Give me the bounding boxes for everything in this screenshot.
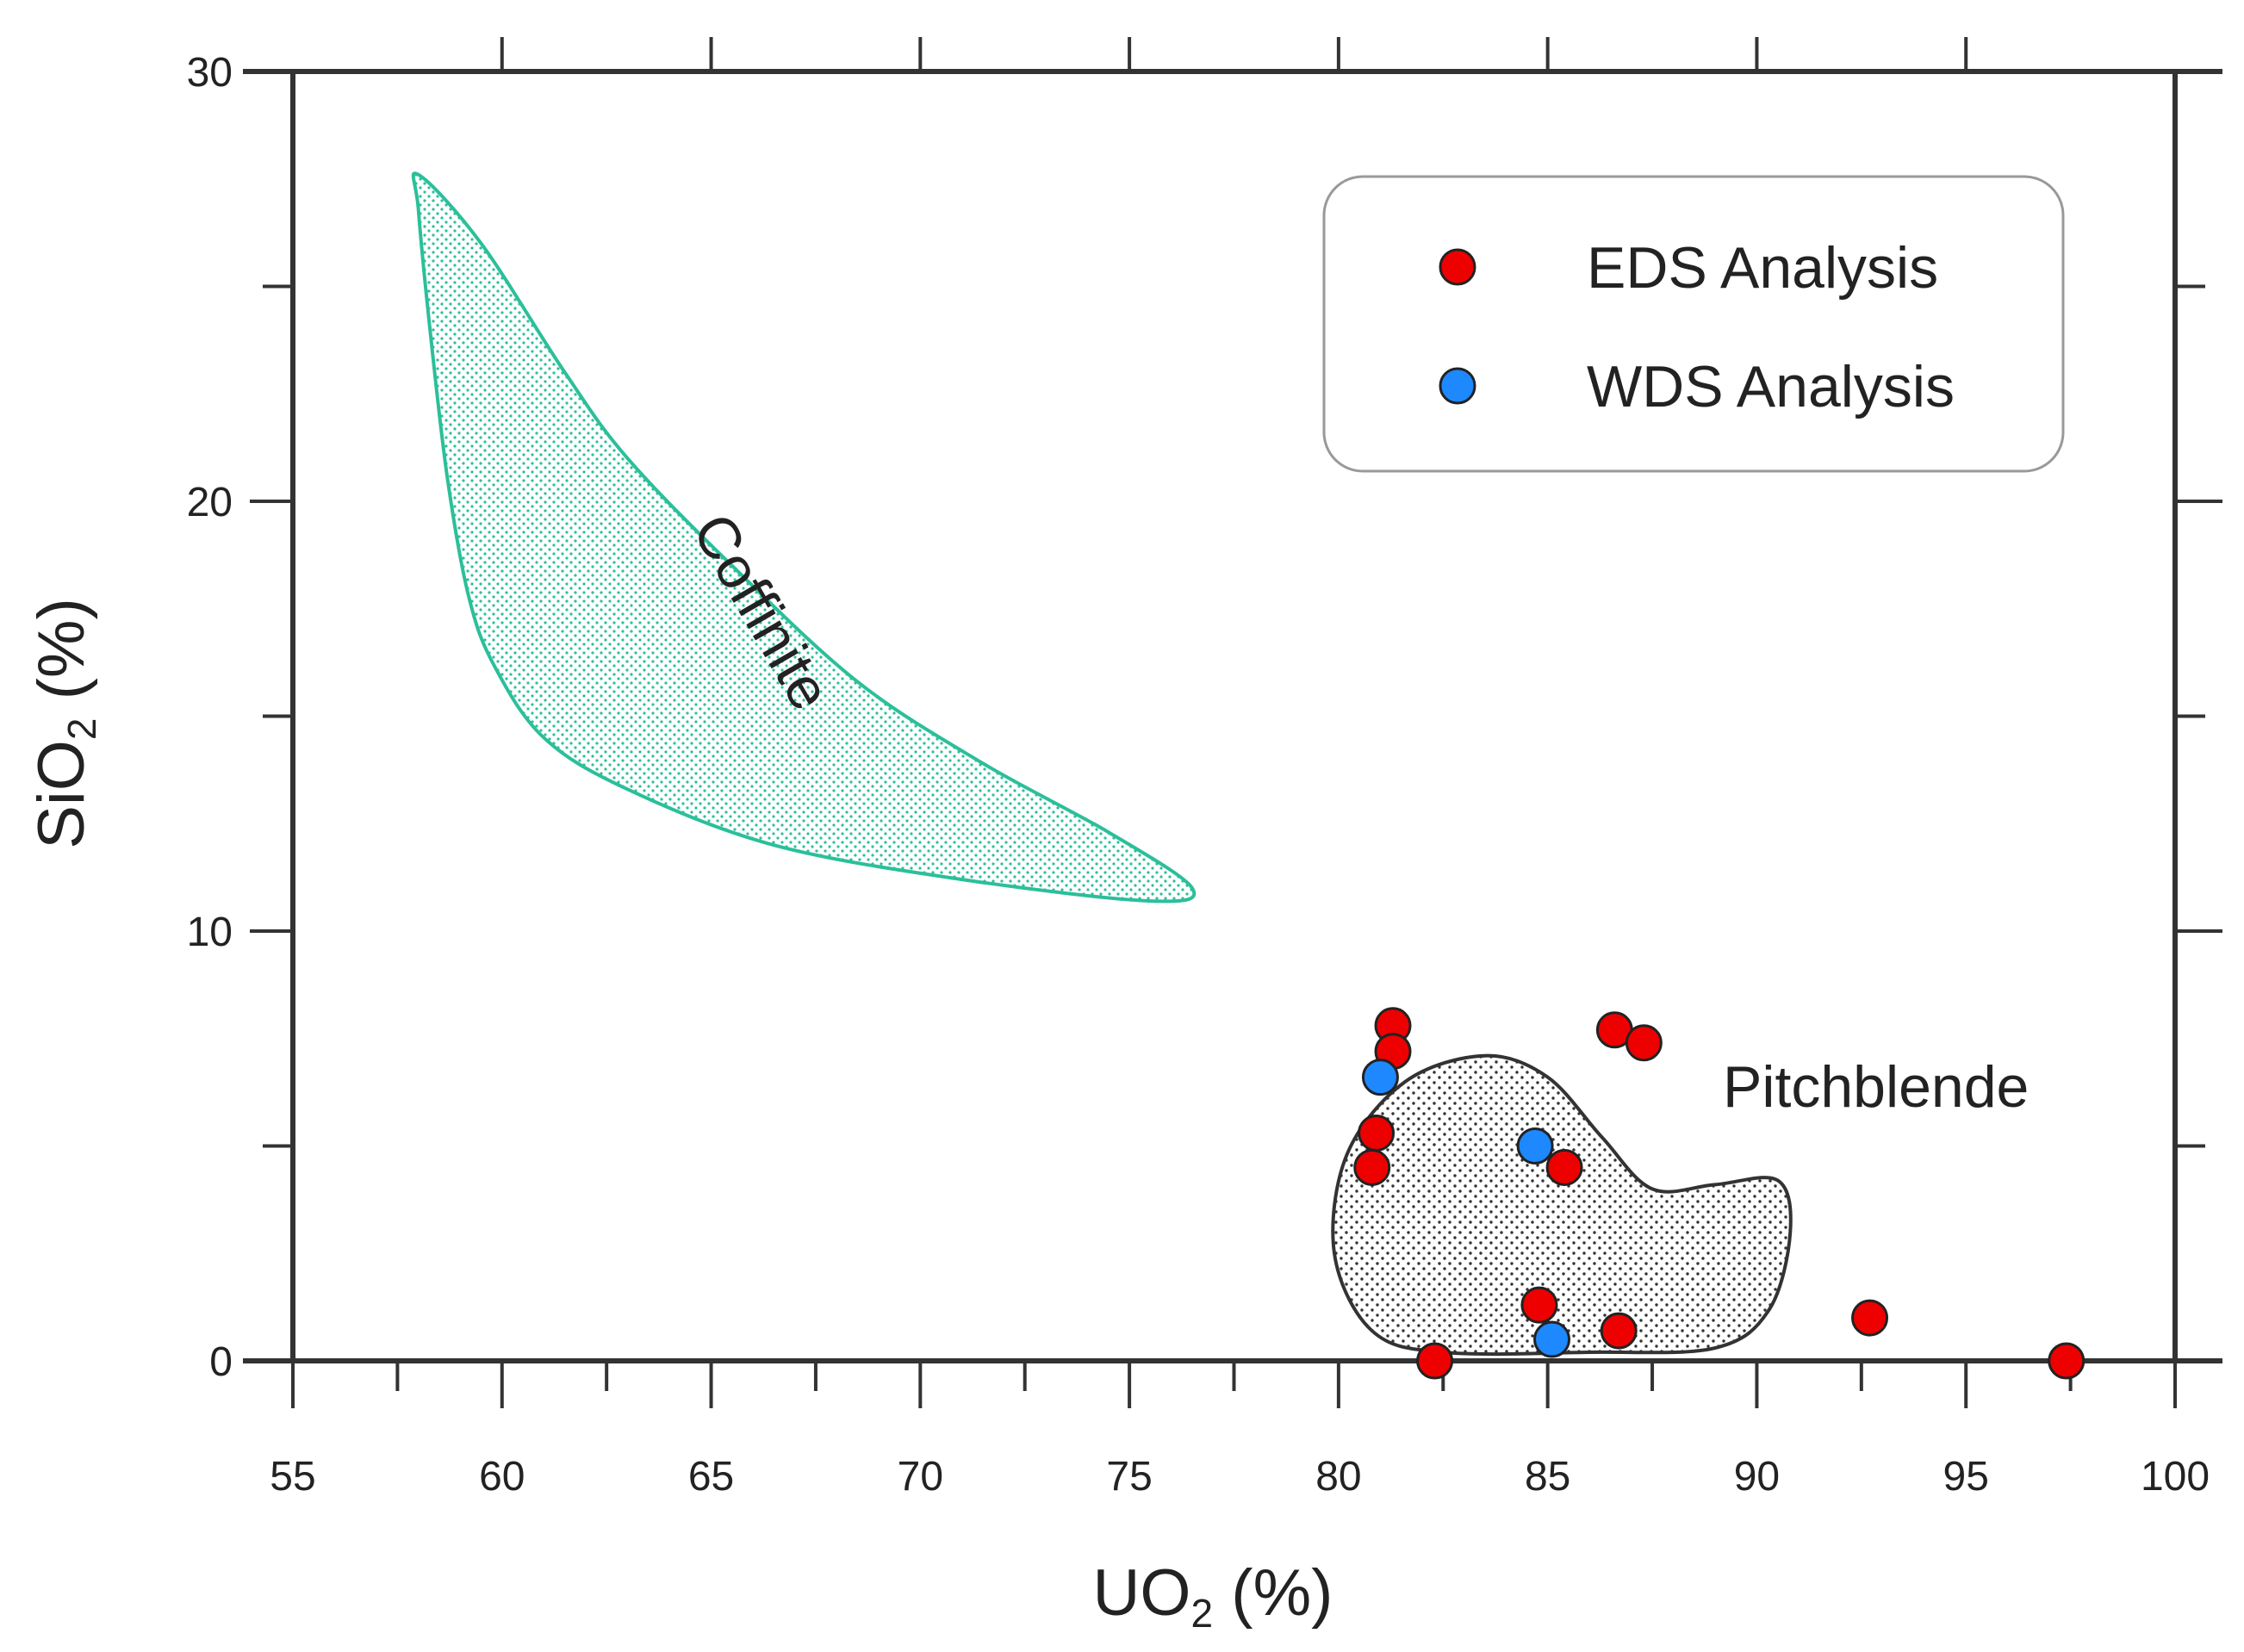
eds-point [1520, 1286, 1558, 1324]
y-tick-label: 10 [187, 910, 233, 955]
region-label-pitchblende: Pitchblende [1723, 1054, 2029, 1120]
x-axis-label: UO2 (%) [1093, 1556, 1333, 1636]
x-tick-label: 100 [2141, 1454, 2210, 1500]
legend: EDS Analysis WDS Analysis [1322, 175, 2065, 473]
x-tick-label: 85 [1525, 1454, 1570, 1500]
eds-point [1851, 1299, 1889, 1337]
x-tick-label: 75 [1106, 1454, 1152, 1500]
regions-layer [411, 171, 1793, 1357]
legend-marker-eds [1439, 248, 1476, 286]
x-tick-label: 95 [1943, 1454, 1989, 1500]
eds-point [1353, 1148, 1391, 1186]
eds-point [1600, 1312, 1638, 1350]
y-tick-label: 20 [187, 480, 233, 525]
wds-point [1516, 1127, 1554, 1164]
eds-point [2048, 1342, 2085, 1380]
y-axis-label: SiO2 (%) [25, 598, 104, 849]
legend-label-eds: EDS Analysis [1587, 235, 1938, 301]
y-tick-label: 0 [209, 1339, 233, 1385]
y-tick-label: 30 [187, 50, 233, 96]
x-tick-label: 60 [479, 1454, 525, 1500]
region-pitchblende [1331, 1053, 1793, 1357]
eds-point [1545, 1148, 1583, 1186]
region-coffinite [411, 171, 1197, 904]
wds-point [1533, 1320, 1571, 1358]
wds-point [1361, 1059, 1399, 1096]
x-tick-label: 70 [898, 1454, 943, 1500]
eds-point [1416, 1342, 1454, 1380]
eds-point [1625, 1024, 1663, 1062]
legend-label-wds: WDS Analysis [1587, 354, 1955, 419]
x-tick-label: 65 [688, 1454, 734, 1500]
legend-box [1322, 175, 2065, 473]
ticks-layer: 55 60 65 70 75 80 85 90 95 100 0 10 20 30 [187, 37, 2222, 1500]
x-tick-label: 55 [270, 1454, 315, 1500]
eds-point [1358, 1115, 1396, 1152]
points-layer [1353, 1007, 2085, 1380]
legend-marker-wds [1439, 367, 1476, 405]
x-tick-label: 80 [1315, 1454, 1361, 1500]
x-tick-label: 90 [1734, 1454, 1780, 1500]
